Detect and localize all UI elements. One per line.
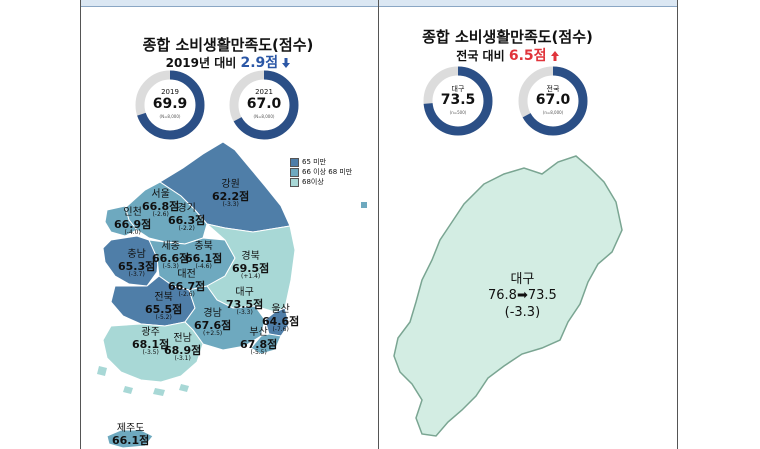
top-band [80,0,678,7]
right-subtitle-value: 6.5점 [508,48,547,64]
region-shape-jeonnam [102,321,204,383]
left-subtitle-prefix: 2019년 대비 [165,56,237,70]
donut-ring [518,66,588,136]
donut-year: 전국 [546,85,560,93]
region-label-chungnam: 충남 65.3점 (-3.7) [118,249,156,279]
legend-label: 66 이상 68 미만 [302,168,353,176]
legend-swatch [290,157,299,167]
region-shape-busan [250,333,282,355]
region-shape-ulleung [361,202,367,208]
daegu-region-label: 대구 76.8➡73.5 (-3.3) [488,272,557,321]
region-shape-daegu [393,155,623,437]
region-label-gangwon: 강원 62.2점 (-3.3) [212,179,250,209]
region-label-gyeongnam: 경남 67.6점 (+2.5) [194,308,232,338]
region-label-incheon: 인천 66.9점 (-4.0) [114,207,152,237]
donut-ring [135,70,205,140]
region-shape-gyeongbuk [205,223,296,313]
panel-divider [378,0,379,449]
korea-map [97,141,367,449]
right-arrow-icon: ➡ [516,288,528,304]
donut-note: (n=500) [449,110,467,115]
donut-daegu: 대구 73.5 (n=500) [421,64,495,138]
donut-value: 69.9 [152,96,188,112]
donut-value: 73.5 [440,92,476,108]
region-shape-jeju [106,429,154,449]
donut-year: 대구 [451,85,465,93]
donut-year: 2019 [161,88,179,96]
legend-swatch [290,177,299,187]
left-title: 종합 소비생활만족도(점수) [142,36,314,54]
daegu-after-score: 73.5 [527,288,557,304]
daegu-change: (-3.3) [504,304,541,320]
region-label-jeonnam: 전남 68.9점 (-3.1) [164,333,202,363]
region-label-sejong: 세종 66.6점 (-5.3) [152,241,190,271]
map-legend: 65 미만 66 이상 68 미만 68이상 [290,157,352,187]
region-shape-islands [97,366,189,396]
region-label-busan: 부산 67.8점 (-5.5) [240,327,278,357]
donut-2021: 2021 67.0 (N=8,000) [227,68,301,142]
region-label-ulsan: 울산 64.6점 (-7.6) [262,304,300,334]
right-subtitle-prefix: 전국 대비 [456,49,505,63]
region-label-jeju: 제주도 66.1점 [112,423,150,447]
donut-year: 2021 [255,88,273,96]
daegu-score-change-line: 76.8➡73.5 [488,288,557,304]
donut-ring [423,66,493,136]
donut-note: (N=8,000) [159,114,181,119]
donut-value: 67.0 [535,92,571,108]
daegu-map [393,155,623,437]
region-label-chungbuk: 충북 66.1점 (-4.6) [185,241,223,271]
left-subtitle-value: 2.9점 [240,55,279,71]
legend-item: 66 이상 68 미만 [290,167,352,177]
legend-item: 68이상 [290,177,352,187]
figure-frame [80,0,678,449]
legend-label: 68이상 [302,178,324,186]
region-label-gyeonggi: 경기 66.3점 (-2.2) [168,203,206,233]
legend-item: 65 미만 [290,157,352,167]
donut-note: (n=8,000) [542,110,564,115]
legend-label: 65 미만 [302,158,327,166]
down-arrow-icon [282,57,291,71]
up-arrow-icon [550,50,559,64]
daegu-name: 대구 [510,272,535,287]
region-label-daejeon: 대전 66.7점 (-2.6) [168,269,206,299]
legend-swatch [290,167,299,177]
donut-ring [229,70,299,140]
region-label-seoul: 서울 66.8점 (-2.6) [142,189,180,219]
donut-national: 전국 67.0 (n=8,000) [516,64,590,138]
daegu-before-score: 76.8 [488,288,517,304]
region-label-gwangju: 광주 68.1점 (-3.5) [132,327,170,357]
left-subtitle: 2019년 대비 2.9점 [118,52,338,72]
right-subtitle: 전국 대비 6.5점 [395,45,620,65]
region-label-jeonbuk: 전북 65.5점 (-5.2) [145,292,183,322]
right-title: 종합 소비생활만족도(점수) [422,28,593,46]
donut-value: 67.0 [246,96,282,112]
donut-2019: 2019 69.9 (N=8,000) [133,68,207,142]
donut-note: (N=8,000) [253,114,275,119]
region-shape-incheon [104,205,138,237]
region-label-gyeongbuk: 경북 69.5점 (+1.4) [232,251,270,281]
region-label-daegu: 대구 73.5점 (-3.3) [226,287,264,317]
